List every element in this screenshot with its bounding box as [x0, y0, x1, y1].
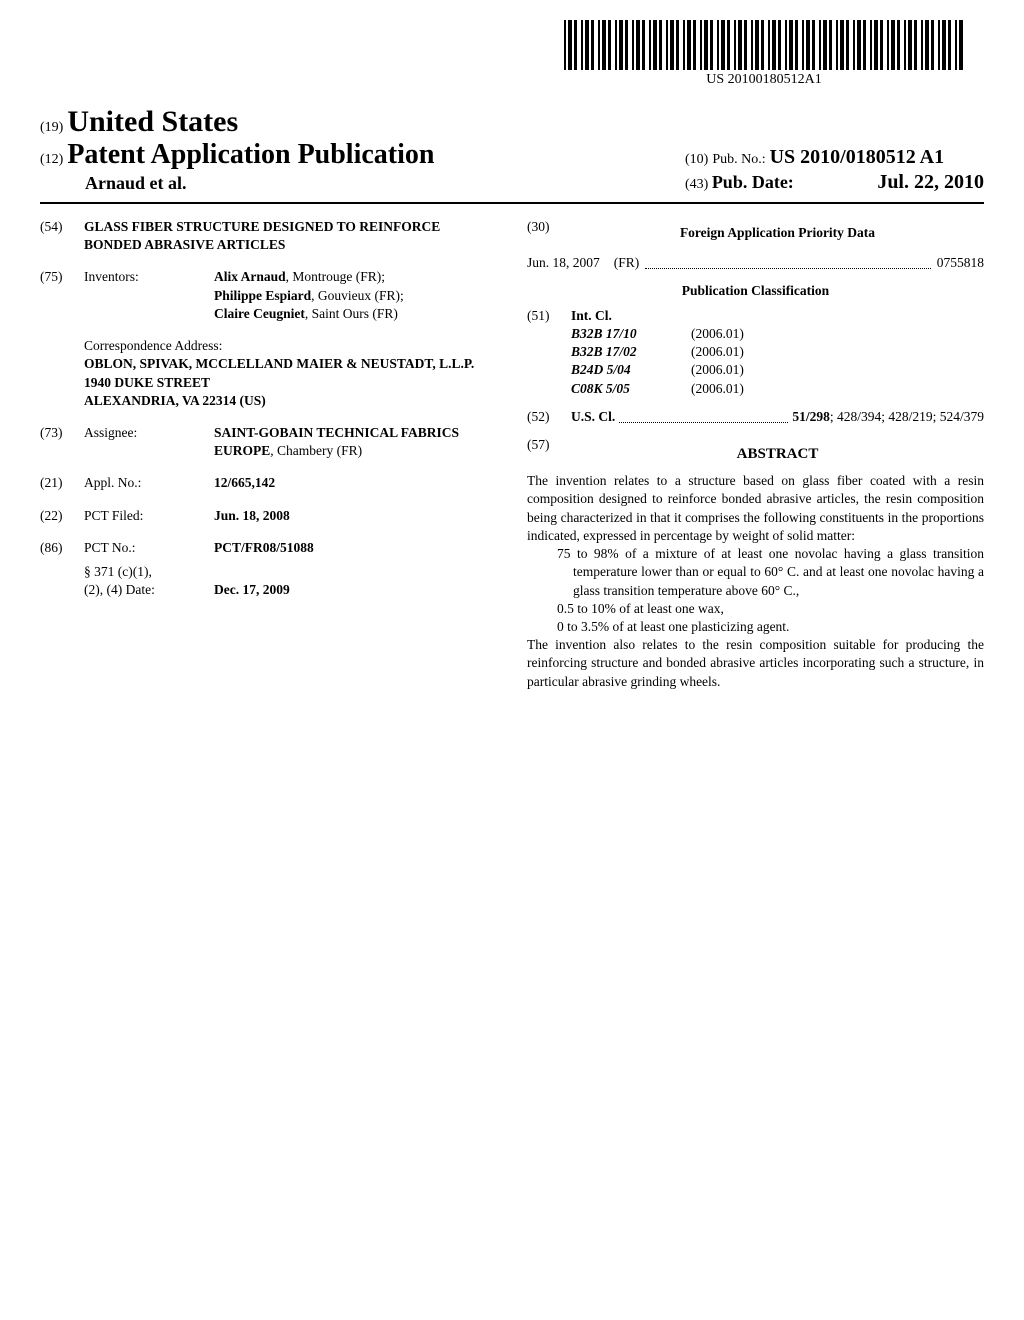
s371-label1: § 371 (c)(1),: [84, 563, 497, 581]
pctfiled-label: PCT Filed:: [84, 507, 214, 525]
inventor-loc: , Montrouge (FR);: [286, 269, 385, 284]
inventor-name: Philippe Espiard: [214, 288, 311, 303]
assignee-value: SAINT-GOBAIN TECHNICAL FABRICS EUROPE, C…: [214, 424, 497, 460]
intcl-list: B32B 17/10(2006.01) B32B 17/02(2006.01) …: [571, 325, 984, 398]
intcl-item-ver: (2006.01): [691, 380, 744, 398]
left-column: (54) GLASS FIBER STRUCTURE DESIGNED TO R…: [40, 218, 497, 691]
abstract-heading: ABSTRACT: [571, 444, 984, 464]
applno-label: Appl. No.:: [84, 474, 214, 492]
pubno: US 2010/0180512 A1: [770, 146, 944, 168]
pctno: PCT/FR08/51088: [214, 539, 497, 557]
title-code: (54): [40, 218, 84, 254]
priority-num: 0755818: [937, 254, 984, 272]
corr-line: 1940 DUKE STREET: [84, 374, 497, 392]
priority-date: Jun. 18, 2007: [527, 254, 600, 272]
intcl-item-code: C08K 5/05: [571, 380, 691, 398]
intcl-item-code: B32B 17/02: [571, 343, 691, 361]
pub-code: (12): [40, 152, 63, 167]
priority-heading-row: (30) Foreign Application Priority Data: [527, 218, 984, 248]
abstract-item: 0 to 3.5% of at least one plasticizing a…: [557, 618, 984, 636]
intcl-item-ver: (2006.01): [691, 343, 744, 361]
intcl-item-code: B32B 17/10: [571, 325, 691, 343]
section-371: § 371 (c)(1), (2), (4) Date: Dec. 17, 20…: [84, 563, 497, 599]
s371-date: Dec. 17, 2009: [214, 581, 290, 599]
abstract-outro: The invention also relates to the resin …: [527, 636, 984, 691]
abstract-body: The invention relates to a structure bas…: [527, 472, 984, 691]
abstract-code: (57): [527, 436, 571, 472]
pubdate-label: Pub. Date:: [712, 172, 794, 192]
intcl-item-code: B24D 5/04: [571, 361, 691, 379]
pub-type: Patent Application Publication: [67, 139, 434, 170]
abstract-item: 0.5 to 10% of at least one wax,: [557, 600, 984, 618]
pctno-code: (86): [40, 539, 84, 557]
priority-heading: Foreign Application Priority Data: [571, 224, 984, 242]
uscl-label: U.S. Cl.: [571, 408, 615, 426]
abstract-list: 75 to 98% of a mixture of at least one n…: [527, 545, 984, 636]
applno-row: (21) Appl. No.: 12/665,142: [40, 474, 497, 492]
assignee-row: (73) Assignee: SAINT-GOBAIN TECHNICAL FA…: [40, 424, 497, 460]
pctfiled-code: (22): [40, 507, 84, 525]
abstract-heading-row: (57) ABSTRACT: [527, 436, 984, 472]
pctno-row: (86) PCT No.: PCT/FR08/51088: [40, 539, 497, 557]
uscl-row: (52) U.S. Cl. 51/298; 428/394; 428/219; …: [527, 408, 984, 426]
uscl-code: (52): [527, 408, 571, 426]
inventors-row: (75) Inventors: Alix Arnaud, Montrouge (…: [40, 268, 497, 323]
pubclass-heading: Publication Classification: [527, 282, 984, 300]
priority-code: (30): [527, 218, 571, 248]
authority: United States: [67, 105, 238, 138]
intcl-item-ver: (2006.01): [691, 361, 744, 379]
right-column: (30) Foreign Application Priority Data J…: [527, 218, 984, 691]
assignee-loc: , Chambery (FR): [270, 443, 362, 458]
pctno-label: PCT No.:: [84, 539, 214, 557]
header-divider: [40, 202, 984, 204]
correspondence-block: Correspondence Address: OBLON, SPIVAK, M…: [84, 337, 497, 410]
assignee-code: (73): [40, 424, 84, 460]
priority-country: (FR): [614, 254, 640, 272]
dotted-leader: [619, 408, 788, 423]
corr-label: Correspondence Address:: [84, 337, 497, 355]
uscl-rest: ; 428/394; 428/219; 524/379: [830, 408, 984, 426]
pubno-label: Pub. No.:: [712, 152, 765, 167]
authority-code: (19): [40, 120, 63, 135]
inventors-code: (75): [40, 268, 84, 323]
intcl-code: (51): [527, 307, 571, 325]
barcode: [564, 20, 964, 70]
pctfiled-row: (22) PCT Filed: Jun. 18, 2008: [40, 507, 497, 525]
inventors-list: Alix Arnaud, Montrouge (FR); Philippe Es…: [214, 268, 497, 323]
inventor-name: Alix Arnaud: [214, 269, 286, 284]
inventor-name: Claire Ceugniet: [214, 306, 305, 321]
corr-line: OBLON, SPIVAK, MCCLELLAND MAIER & NEUSTA…: [84, 355, 497, 373]
authors: Arnaud et al.: [40, 173, 434, 194]
intcl-heading-row: (51) Int. Cl.: [527, 307, 984, 325]
assignee-label: Assignee:: [84, 424, 214, 460]
title-row: (54) GLASS FIBER STRUCTURE DESIGNED TO R…: [40, 218, 497, 254]
priority-row: Jun. 18, 2007 (FR) 0755818: [527, 254, 984, 272]
pubno-code: (10): [685, 152, 708, 167]
pctfiled: Jun. 18, 2008: [214, 507, 497, 525]
uscl-primary: 51/298: [792, 408, 830, 426]
abstract-intro: The invention relates to a structure bas…: [527, 472, 984, 545]
barcode-region: US 20100180512A1: [564, 20, 964, 88]
dotted-leader: [645, 254, 930, 269]
pubdate-code: (43): [685, 177, 708, 192]
applno: 12/665,142: [214, 474, 497, 492]
applno-code: (21): [40, 474, 84, 492]
s371-label2: (2), (4) Date:: [84, 581, 214, 599]
inventor-loc: , Gouvieux (FR);: [311, 288, 404, 303]
intcl-label: Int. Cl.: [571, 307, 612, 325]
pubdate: Jul. 22, 2010: [877, 171, 984, 193]
header: (19) United States (12) Patent Applicati…: [40, 105, 984, 194]
barcode-text: US 20100180512A1: [564, 72, 964, 88]
inventor-loc: , Saint Ours (FR): [305, 306, 398, 321]
corr-line: ALEXANDRIA, VA 22314 (US): [84, 392, 497, 410]
intcl-item-ver: (2006.01): [691, 325, 744, 343]
title: GLASS FIBER STRUCTURE DESIGNED TO REINFO…: [84, 218, 497, 254]
inventors-label: Inventors:: [84, 268, 214, 323]
abstract-item: 75 to 98% of a mixture of at least one n…: [557, 545, 984, 600]
body-columns: (54) GLASS FIBER STRUCTURE DESIGNED TO R…: [40, 218, 984, 691]
